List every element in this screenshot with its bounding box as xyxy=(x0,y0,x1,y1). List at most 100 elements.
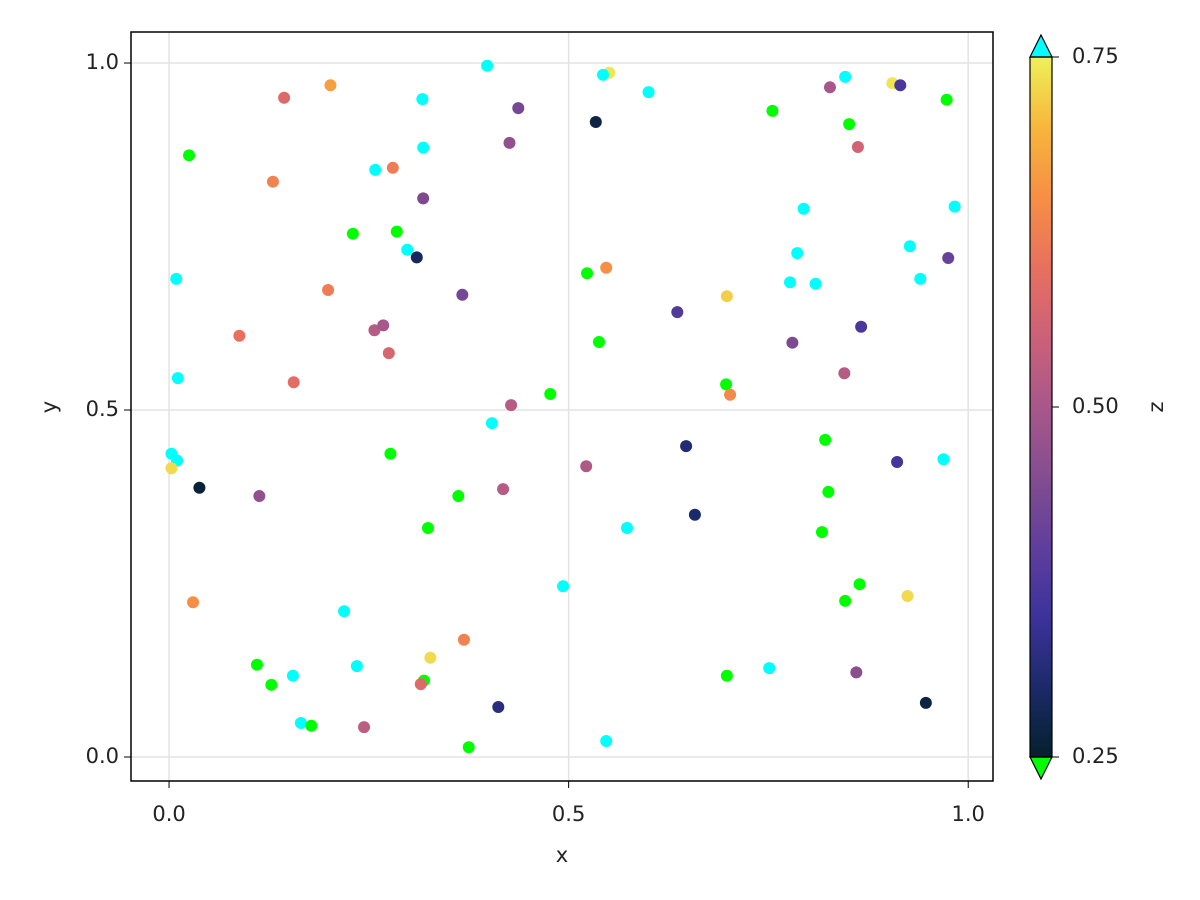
scatter-point xyxy=(462,741,475,754)
y-axis-label: y xyxy=(37,401,61,413)
scatter-point xyxy=(784,276,797,289)
scatter-point xyxy=(171,372,184,385)
scatter-point xyxy=(456,288,469,301)
scatter-point xyxy=(688,508,701,521)
scatter-point xyxy=(401,243,414,256)
scatter-point xyxy=(839,594,852,607)
x-tick-label: 0.0 xyxy=(152,802,185,826)
scatter-point xyxy=(942,252,955,265)
scatter-point xyxy=(416,93,429,106)
scatter-point xyxy=(253,490,266,503)
y-tick-label: 0.0 xyxy=(86,744,119,768)
scatter-point xyxy=(377,319,390,332)
x-tick-label: 1.0 xyxy=(952,802,985,826)
scatter-point xyxy=(850,666,863,679)
scatter-point xyxy=(187,596,200,609)
scatter-point xyxy=(338,605,351,618)
scatter-point xyxy=(815,526,828,539)
colorbar-highclip xyxy=(1029,33,1053,58)
scatter-point xyxy=(250,658,263,671)
scatter-point xyxy=(369,163,382,176)
y-tick-label: 1.0 xyxy=(86,50,119,74)
scatter-point xyxy=(384,447,397,460)
scatter-point xyxy=(165,462,178,475)
scatter-point xyxy=(414,678,427,691)
scatter-point xyxy=(417,192,430,205)
scatter-point xyxy=(937,453,950,466)
scatter-point xyxy=(544,388,557,401)
scatter-point xyxy=(720,378,733,391)
scatter-point xyxy=(452,490,465,503)
scatter-point xyxy=(763,662,776,675)
scatter-point xyxy=(891,456,904,469)
scatter-point xyxy=(386,161,399,174)
scatter-point xyxy=(368,324,381,337)
scatter-point xyxy=(457,633,470,646)
plot-frame xyxy=(130,31,994,782)
scatter-point xyxy=(600,261,613,274)
scatter-point xyxy=(183,149,196,162)
colorbar-tick-label: 0.25 xyxy=(1072,744,1119,768)
scatter-point xyxy=(894,79,907,92)
scatter-point xyxy=(481,59,494,72)
scatter-point xyxy=(265,678,278,691)
scatter-point xyxy=(305,719,318,732)
scatter-point xyxy=(809,277,822,290)
scatter-point xyxy=(324,79,337,92)
scatter-point xyxy=(266,175,279,188)
scatter-point xyxy=(512,102,525,115)
scatter-point xyxy=(855,320,868,333)
scatter-point xyxy=(680,440,693,453)
scatter-point xyxy=(642,86,655,99)
scatter-point xyxy=(358,721,371,734)
y-tick-label: 0.5 xyxy=(86,397,119,421)
scatter-point xyxy=(350,660,363,673)
scatter-point xyxy=(424,651,437,664)
scatter-point xyxy=(671,306,684,319)
scatter-point xyxy=(286,669,299,682)
scatter-point xyxy=(819,433,832,446)
x-tick-label: 0.5 xyxy=(552,802,585,826)
scatter-point xyxy=(581,267,594,280)
scatter-point xyxy=(193,481,206,494)
scatter-point xyxy=(497,483,510,496)
scatter-point xyxy=(724,388,737,401)
scatter-point xyxy=(417,141,430,154)
scatter-point xyxy=(503,136,516,149)
scatter-point xyxy=(410,251,423,264)
scatter-point xyxy=(720,669,733,682)
scatter-point xyxy=(322,283,335,296)
scatter-point xyxy=(797,202,810,215)
colorbar-tick-label: 0.50 xyxy=(1072,394,1119,418)
scatter-point xyxy=(823,81,836,94)
scatter-point xyxy=(596,68,609,81)
scatter-point xyxy=(940,93,953,106)
scatter-point xyxy=(485,417,498,430)
scatter-point xyxy=(786,336,799,349)
scatter-point xyxy=(903,240,916,253)
scatter-point xyxy=(294,716,307,729)
scatter-point xyxy=(170,272,183,285)
scatter-point xyxy=(853,578,866,591)
scatter-point xyxy=(557,580,570,593)
scatter-point xyxy=(278,91,291,104)
scatter-point xyxy=(838,367,851,380)
scatter-point xyxy=(620,521,633,534)
scatter-point xyxy=(421,521,434,534)
scatter-point xyxy=(822,485,835,498)
scatter-point xyxy=(346,227,359,240)
scatter-point xyxy=(919,696,932,709)
scatter-point xyxy=(233,329,246,342)
scatter-point xyxy=(901,589,914,602)
scatter-point xyxy=(948,200,961,213)
scatter-point xyxy=(382,347,395,360)
scatter-point xyxy=(851,140,864,153)
scatter-point xyxy=(914,272,927,285)
colorbar-tick-label: 0.75 xyxy=(1072,44,1119,68)
scatter-point xyxy=(766,104,779,117)
scatter-point xyxy=(287,376,300,389)
scatter-point xyxy=(593,335,606,348)
x-axis-label: x xyxy=(556,843,568,867)
scatter-point xyxy=(600,735,613,748)
